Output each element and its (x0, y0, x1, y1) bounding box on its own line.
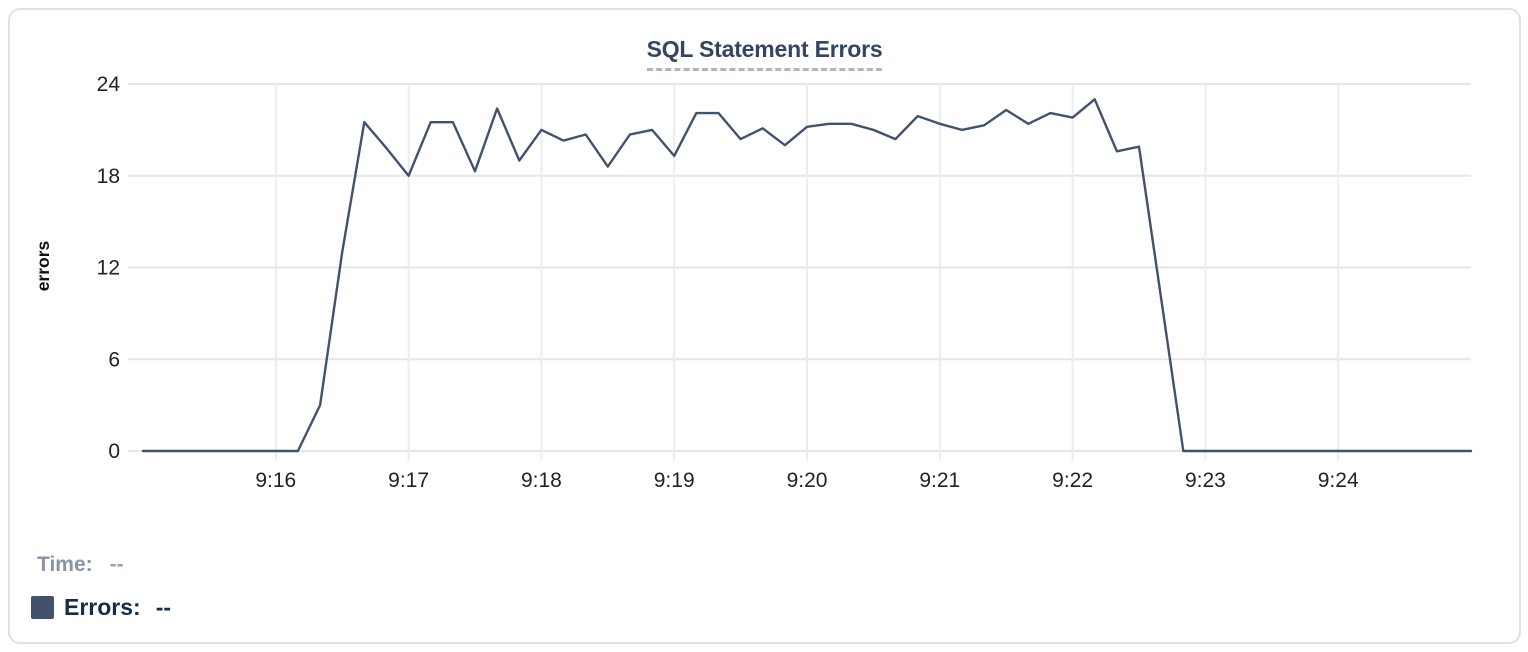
legend-time-value: -- (109, 553, 124, 576)
legend-errors-row: Errors: -- (31, 594, 171, 621)
errors-series-swatch (31, 596, 54, 619)
chart-header: SQL Statement Errors (10, 36, 1519, 71)
legend-time-row: Time: -- (37, 553, 124, 577)
legend-errors-label: Errors: (64, 594, 141, 620)
plot-hover-area[interactable] (143, 84, 1471, 451)
chart-title[interactable]: SQL Statement Errors (646, 36, 883, 71)
legend-errors-value: -- (155, 594, 172, 620)
legend-time-label: Time: (37, 553, 93, 576)
